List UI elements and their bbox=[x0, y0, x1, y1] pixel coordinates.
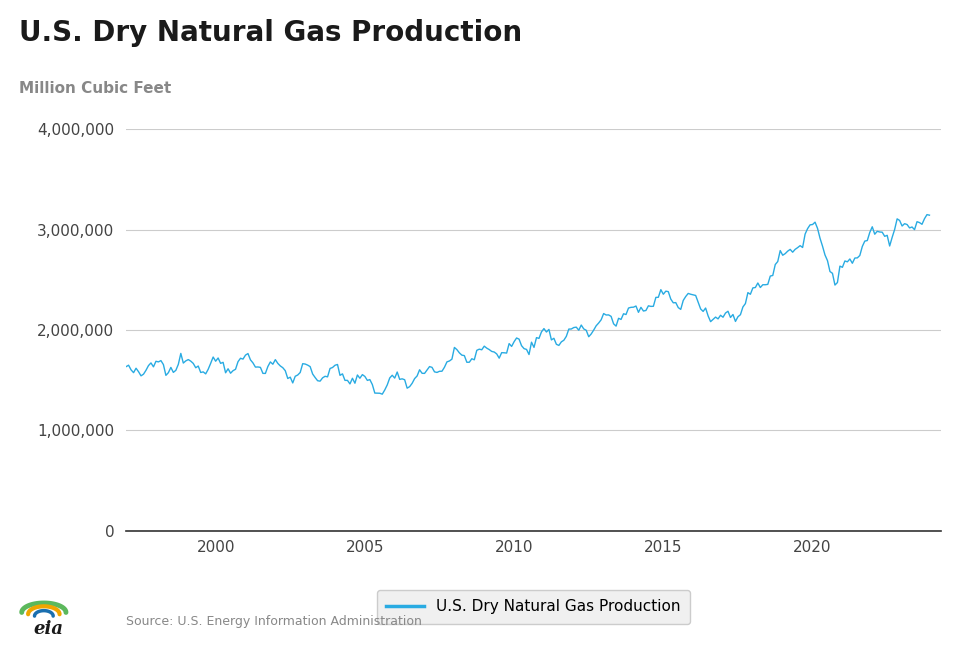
Text: Source: U.S. Energy Information Administration: Source: U.S. Energy Information Administ… bbox=[126, 615, 422, 628]
Text: eia: eia bbox=[34, 620, 63, 638]
Text: U.S. Dry Natural Gas Production: U.S. Dry Natural Gas Production bbox=[19, 19, 522, 47]
Legend: U.S. Dry Natural Gas Production: U.S. Dry Natural Gas Production bbox=[377, 590, 689, 624]
Text: Million Cubic Feet: Million Cubic Feet bbox=[19, 81, 172, 96]
